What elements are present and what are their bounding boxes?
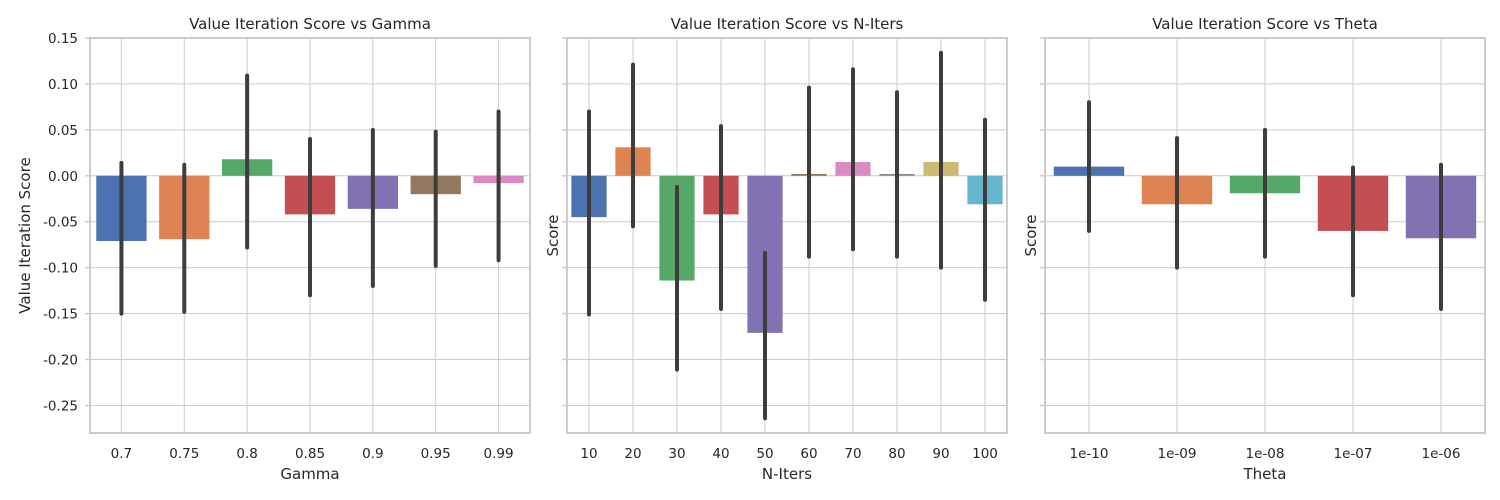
x-tick-label: 0.8 <box>236 446 257 462</box>
x-tick-label: 1e-08 <box>1246 446 1285 462</box>
x-tick-label: 1e-09 <box>1158 446 1197 462</box>
y-tick-label: 0.10 <box>48 77 78 93</box>
x-tick-label: 0.7 <box>111 446 132 462</box>
axes-frame <box>1044 37 1486 434</box>
x-tick-label: 70 <box>844 446 861 462</box>
axes-frame <box>89 37 531 434</box>
x-axis-label: Gamma <box>280 465 339 483</box>
panel-title: Value Iteration Score vs Gamma <box>189 15 431 33</box>
chart-panel-2: 10 20 30 40 50 60 70 80 90 100 Value Iteration Sco… <box>544 15 1008 483</box>
x-tick-label: 60 <box>800 446 817 462</box>
x-tick-label: 0.9 <box>362 446 383 462</box>
x-tick-label: 10 <box>580 446 597 462</box>
y-tick-label: 0.15 <box>48 31 78 47</box>
x-tick-label: 0.75 <box>169 446 199 462</box>
y-tick-label: -0.25 <box>43 398 78 414</box>
x-tick-label: 0.85 <box>295 446 325 462</box>
x-tick-label: 0.99 <box>484 446 514 462</box>
x-tick-label: 30 <box>668 446 685 462</box>
x-tick-label: 0.95 <box>421 446 451 462</box>
x-tick-label: 20 <box>624 446 641 462</box>
x-tick-label: 100 <box>972 446 998 462</box>
y-tick-label: -0.05 <box>43 215 78 231</box>
x-tick-label: 1e-06 <box>1422 446 1461 462</box>
panel-title: Value Iteration Score vs N-Iters <box>671 15 904 33</box>
y-axis-label: Value Iteration Score <box>16 157 34 313</box>
chart-panel-1: 0.15 0.10 0.05 0.00 -0.05 -0.10 -0.15 -0.20 -0.2… <box>16 15 531 483</box>
x-axis-label: Theta <box>1243 465 1287 483</box>
x-tick-label: 40 <box>712 446 729 462</box>
y-tick-label: -0.10 <box>43 261 78 277</box>
y-tick-label: 0.00 <box>48 169 78 185</box>
x-tick-label: 1e-10 <box>1070 446 1109 462</box>
y-axis-label: Score <box>1022 214 1040 256</box>
y-axis-label: Score <box>544 214 562 256</box>
y-tick-label: 0.05 <box>48 123 78 139</box>
x-tick-label: 1e-07 <box>1334 446 1373 462</box>
y-tick-label: -0.15 <box>43 307 78 323</box>
x-tick-label: 90 <box>932 446 949 462</box>
x-axis-label: N-Iters <box>762 465 812 483</box>
x-tick-label: 50 <box>756 446 773 462</box>
x-tick-label: 80 <box>888 446 905 462</box>
chart-panel-3: 1e-10 1e-09 1e-08 1e-07 1e-06 Value Iteration… <box>1022 15 1486 483</box>
axes-frame <box>566 37 1008 434</box>
panel-title: Value Iteration Score vs Theta <box>1152 15 1378 33</box>
y-tick-label: -0.20 <box>43 353 78 369</box>
